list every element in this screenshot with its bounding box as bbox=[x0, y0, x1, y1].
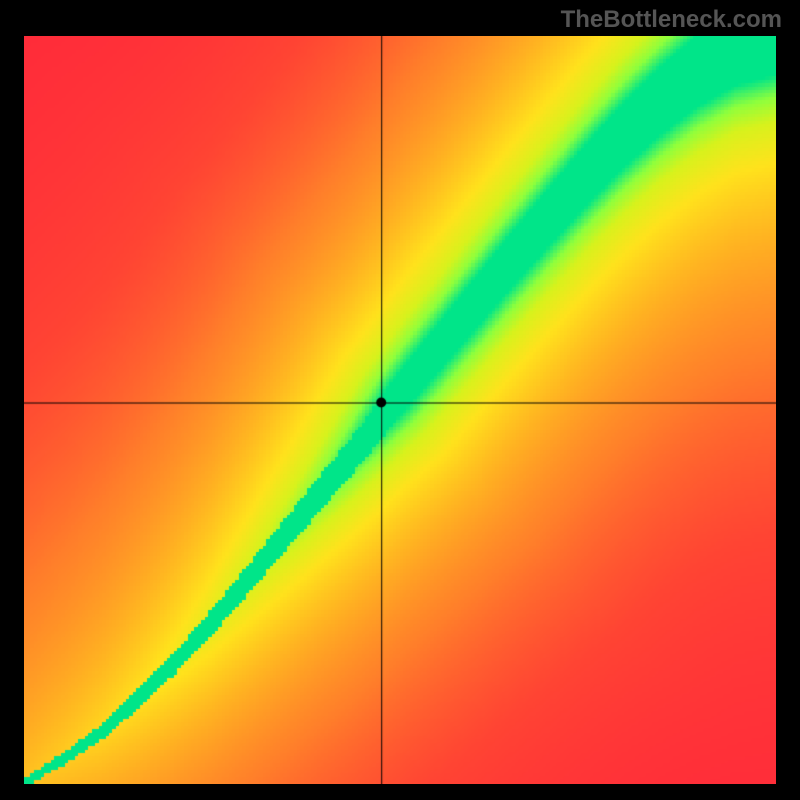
chart-container: TheBottleneck.com bbox=[0, 0, 800, 800]
heatmap-canvas bbox=[24, 36, 776, 784]
watermark-text: TheBottleneck.com bbox=[561, 6, 782, 34]
heatmap-plot bbox=[24, 36, 776, 784]
